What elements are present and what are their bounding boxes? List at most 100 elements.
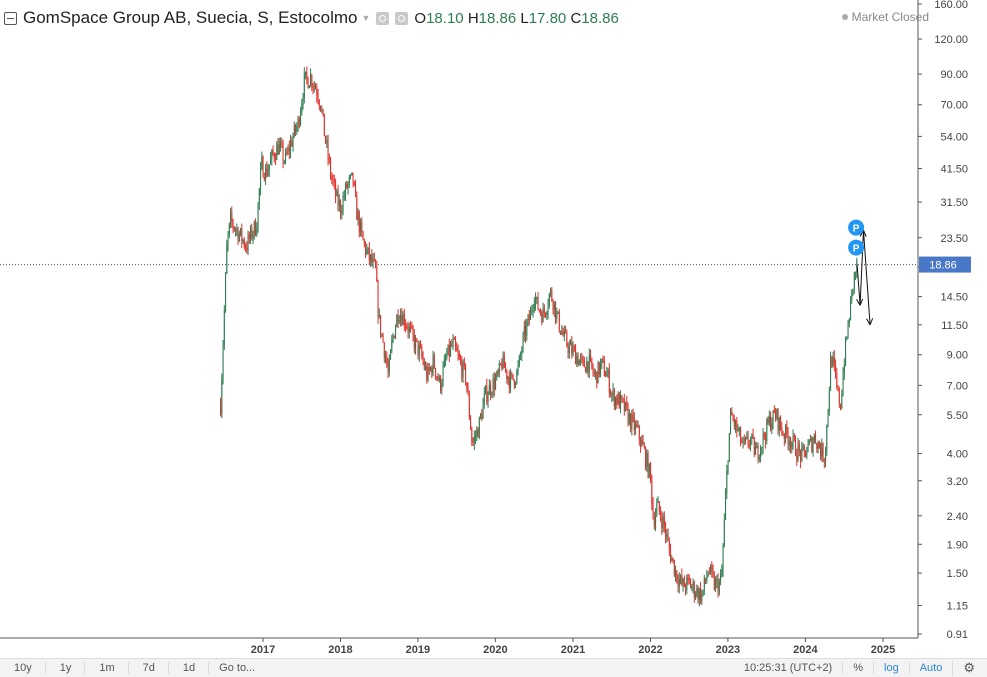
p-marker-label[interactable]: P — [853, 244, 860, 255]
time-axis[interactable]: 2017 2018 2019 2020 2021 2022 2023 2024 2025 — [251, 638, 895, 656]
goto-button[interactable]: Go to... — [219, 662, 256, 674]
candle — [421, 343, 423, 360]
candle-body — [421, 347, 423, 357]
symbol-title[interactable]: GomSpace Group AB, Suecia, S, Estocolmo — [23, 8, 358, 27]
candle — [331, 172, 333, 185]
price-axis[interactable]: 0.91 1.15 1.50 1.90 2.40 3.20 4.00 5.50 7.00 9.00… — [918, 0, 968, 641]
candle-body — [443, 359, 445, 367]
candle-body — [802, 446, 804, 448]
projection-arrowhead — [866, 318, 874, 326]
candle-body — [551, 289, 553, 301]
candle — [232, 218, 234, 234]
candle — [270, 151, 272, 165]
candle — [265, 164, 267, 185]
candle-body — [508, 376, 510, 389]
range-button-10y[interactable]: 10y — [0, 662, 46, 674]
candle — [491, 391, 493, 398]
candle-body — [477, 429, 479, 438]
candle — [288, 140, 290, 159]
candle — [355, 179, 357, 198]
p-marker-circle[interactable] — [848, 239, 865, 256]
candle-body — [586, 361, 588, 373]
candle — [221, 373, 223, 419]
candle-body — [485, 385, 487, 394]
settings-icon[interactable] — [395, 11, 409, 25]
candle — [662, 512, 664, 533]
candle-body — [563, 330, 565, 336]
log-scale-toggle[interactable]: log — [873, 662, 909, 674]
percent-scale-toggle[interactable]: % — [842, 662, 873, 674]
candle — [797, 437, 799, 463]
candle-body — [633, 416, 635, 430]
candle-body — [668, 540, 670, 550]
collapse-icon[interactable] — [4, 11, 17, 25]
candle — [705, 577, 707, 585]
candle-body — [440, 376, 442, 391]
p-marker-circle[interactable] — [848, 219, 865, 236]
candle-body — [631, 414, 633, 430]
candle-body — [542, 308, 544, 323]
range-button-1m[interactable]: 1m — [85, 662, 129, 674]
candle-body — [345, 183, 347, 197]
candle — [588, 348, 590, 379]
candle — [490, 380, 492, 401]
range-button-7d[interactable]: 7d — [129, 662, 169, 674]
candle-body — [536, 296, 538, 299]
candle-body — [832, 356, 834, 367]
candle-body — [725, 493, 727, 520]
time-axis-tick-label: 2023 — [716, 644, 740, 656]
candle — [613, 387, 615, 410]
p-marker-label[interactable]: P — [853, 224, 860, 235]
candle — [475, 430, 477, 445]
candle-body — [623, 399, 625, 411]
candle — [467, 382, 469, 396]
auto-scale-toggle[interactable]: Auto — [908, 662, 953, 674]
p-marker[interactable]: P — [848, 239, 865, 256]
p-marker[interactable]: P — [848, 219, 865, 236]
candle-body — [427, 367, 429, 380]
candle — [688, 574, 690, 585]
candle-body — [465, 365, 467, 383]
candle-body — [391, 339, 393, 351]
candle — [653, 511, 655, 530]
candle-body — [525, 325, 527, 337]
candle-body — [708, 572, 710, 574]
candle-body — [550, 289, 552, 294]
candle-body — [743, 439, 745, 441]
range-button-1y[interactable]: 1y — [46, 662, 86, 674]
candle-body — [806, 451, 808, 457]
candle — [575, 343, 577, 365]
eye-icon[interactable] — [376, 11, 390, 25]
chart-settings-gear-icon[interactable]: ⚙ — [952, 660, 987, 676]
candle — [645, 446, 647, 471]
candle-body — [541, 313, 543, 323]
candle-body — [843, 365, 845, 374]
candle — [336, 188, 338, 197]
plot-area[interactable] — [220, 66, 858, 607]
candle — [798, 440, 800, 457]
candle — [287, 144, 289, 155]
candle-body — [803, 446, 805, 451]
candle — [301, 98, 303, 116]
candle-body — [361, 222, 363, 232]
candle-body — [597, 362, 599, 384]
price-chart[interactable]: 0.91 1.15 1.50 1.90 2.40 3.20 4.00 5.50 7.00 9.00… — [0, 0, 987, 658]
symbol-dropdown-icon[interactable]: ▼ — [361, 13, 371, 23]
candle-body — [713, 574, 715, 590]
candle — [772, 410, 774, 430]
range-button-1d[interactable]: 1d — [169, 662, 210, 674]
candle — [478, 416, 480, 440]
candle — [527, 313, 529, 327]
candle — [826, 424, 828, 456]
candle-body — [386, 356, 388, 365]
candle-body — [341, 211, 343, 214]
candle-body — [362, 231, 364, 240]
candle-body — [758, 457, 760, 460]
candle — [703, 574, 705, 596]
candle — [461, 356, 463, 383]
candle-body — [607, 369, 609, 374]
candle — [250, 224, 252, 244]
candle — [267, 163, 269, 177]
candle — [692, 578, 694, 594]
candle — [345, 181, 347, 202]
